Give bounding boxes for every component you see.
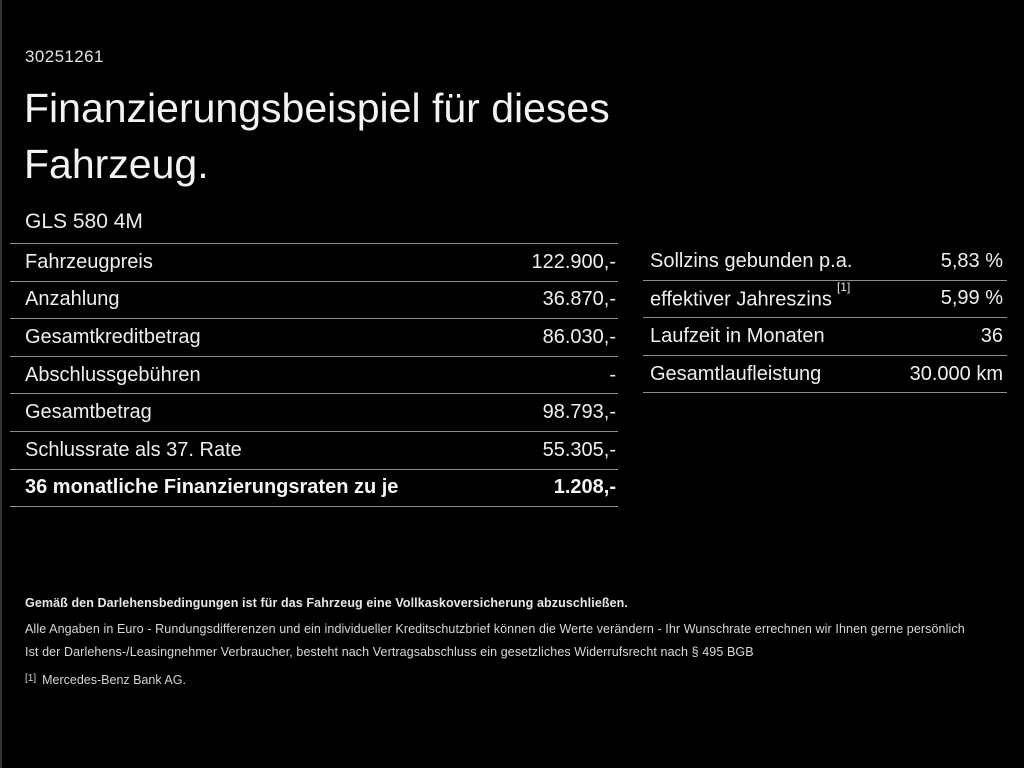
row-label: Gesamtkreditbetrag [25,325,201,348]
row-label: Laufzeit in Monaten [650,324,825,347]
row-label: Fahrzeugpreis [25,250,153,273]
page-title-line2: Fahrzeug. [24,141,209,187]
row-label: Schlussrate als 37. Rate [25,438,242,461]
row-label: Anzahlung [25,288,120,311]
reference-number: 30251261 [25,47,104,66]
table-row-gesamtlaufleistung: Gesamtlaufleistung 30.000 km [643,356,1007,394]
footnote-marker: [1] [836,279,851,294]
insurance-note: Gemäß den Darlehensbedingungen ist für d… [25,596,628,610]
row-label: Sollzins gebunden p.a. [650,249,853,272]
withdrawal-note: Ist der Darlehens-/Leasingnehmer Verbrau… [25,645,754,659]
footnote-reference-marker: [1] [25,673,37,684]
row-value: 55.305,- [542,438,616,461]
table-row-monatsrate: 36 monatliche Finanzierungsraten zu je 1… [10,468,618,508]
row-value: 1.208,- [553,476,616,499]
row-value: 5,83 % [940,249,1003,272]
row-value: 30.000 km [909,362,1003,385]
finance-table: Fahrzeugpreis 122.900,- Anzahlung 36.870… [10,243,618,508]
table-row-laufzeit: Laufzeit in Monaten 36 [643,318,1007,356]
row-value: 5,99 % [940,287,1003,310]
row-label: Gesamtlaufleistung [650,362,822,385]
table-row-abschlussgebuehren: Abschlussgebühren - [10,355,618,394]
page-title-line1: Finanzierungsbeispiel für dieses [24,85,610,131]
footnotes-section: Gemäß den Darlehensbedingungen ist für d… [25,596,1004,687]
footnote-reference: [1] Mercedes-Benz Bank AG. [25,673,1004,687]
table-row-gesamtbetrag: Gesamtbetrag 98.793,- [10,393,618,431]
row-label-text: effektiver Jahreszins [650,288,832,311]
row-value: 86.030,- [542,325,616,348]
table-row-effektiver-jahreszins: effektiver Jahreszins [1] 5,99 % [643,280,1007,319]
row-value: 98.793,- [542,401,616,424]
values-note: Alle Angaben in Euro - Rundungsdifferenz… [25,622,965,636]
row-value: 36.870,- [542,288,616,311]
row-label: Gesamtbetrag [25,401,152,424]
row-label: 36 monatliche Finanzierungsraten zu je [25,476,399,499]
table-row-anzahlung: Anzahlung 36.870,- [10,280,618,319]
table-row-sollzins: Sollzins gebunden p.a. 5,83 % [643,243,1007,281]
footnote-reference-text: Mercedes-Benz Bank AG. [42,673,186,687]
conditions-table: Sollzins gebunden p.a. 5,83 % effektiver… [643,243,1007,394]
row-label: Abschlussgebühren [25,363,201,386]
row-value: 122.900,- [531,250,616,273]
table-row-schlussrate: Schlussrate als 37. Rate 55.305,- [10,430,618,469]
row-value: - [609,363,616,386]
vehicle-model: GLS 580 4M [25,210,143,233]
table-row-fahrzeugpreis: Fahrzeugpreis 122.900,- [10,243,618,281]
table-row-gesamtkreditbetrag: Gesamtkreditbetrag 86.030,- [10,318,618,356]
page-title: Finanzierungsbeispiel für dieses Fahrzeug… [24,80,610,192]
page-left-edge [0,0,2,768]
row-label: effektiver Jahreszins [1] [650,280,850,312]
row-value: 36 [980,324,1003,347]
